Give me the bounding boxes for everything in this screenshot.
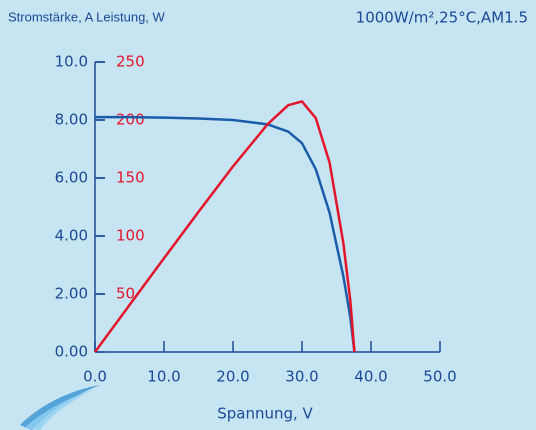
x-tick-label: 0.0: [83, 368, 107, 386]
y2-tick-label: 50: [116, 285, 135, 303]
y-tick-label: 10.0: [55, 53, 88, 71]
y-tick-label: 0.00: [55, 343, 88, 361]
series-line: [95, 115, 356, 353]
x-tick-label: 30.0: [285, 368, 318, 386]
x-tick-label: 20.0: [216, 368, 249, 386]
y2-tick-label: 150: [116, 169, 145, 187]
y-axis-label: Stromstärke, A Leistung, W: [8, 9, 166, 24]
series-line: [93, 100, 356, 353]
annotation: 1000W/m²,25°C,AM1.5: [356, 9, 528, 27]
y-tick-label: 4.00: [55, 227, 88, 245]
x-tick-label: 50.0: [423, 368, 456, 386]
decor-swoosh-light: [24, 390, 92, 430]
x-tick-label: 10.0: [147, 368, 180, 386]
x-tick-label: 40.0: [354, 368, 387, 386]
x-axis-label: Spannung, V: [217, 405, 313, 423]
y2-tick-label: 100: [116, 227, 145, 245]
y2-tick-label: 250: [116, 53, 145, 71]
y2-tick-label: 200: [116, 111, 145, 129]
y-tick-label: 2.00: [55, 285, 88, 303]
y-tick-label: 8.00: [55, 111, 88, 129]
y-tick-label: 6.00: [55, 169, 88, 187]
